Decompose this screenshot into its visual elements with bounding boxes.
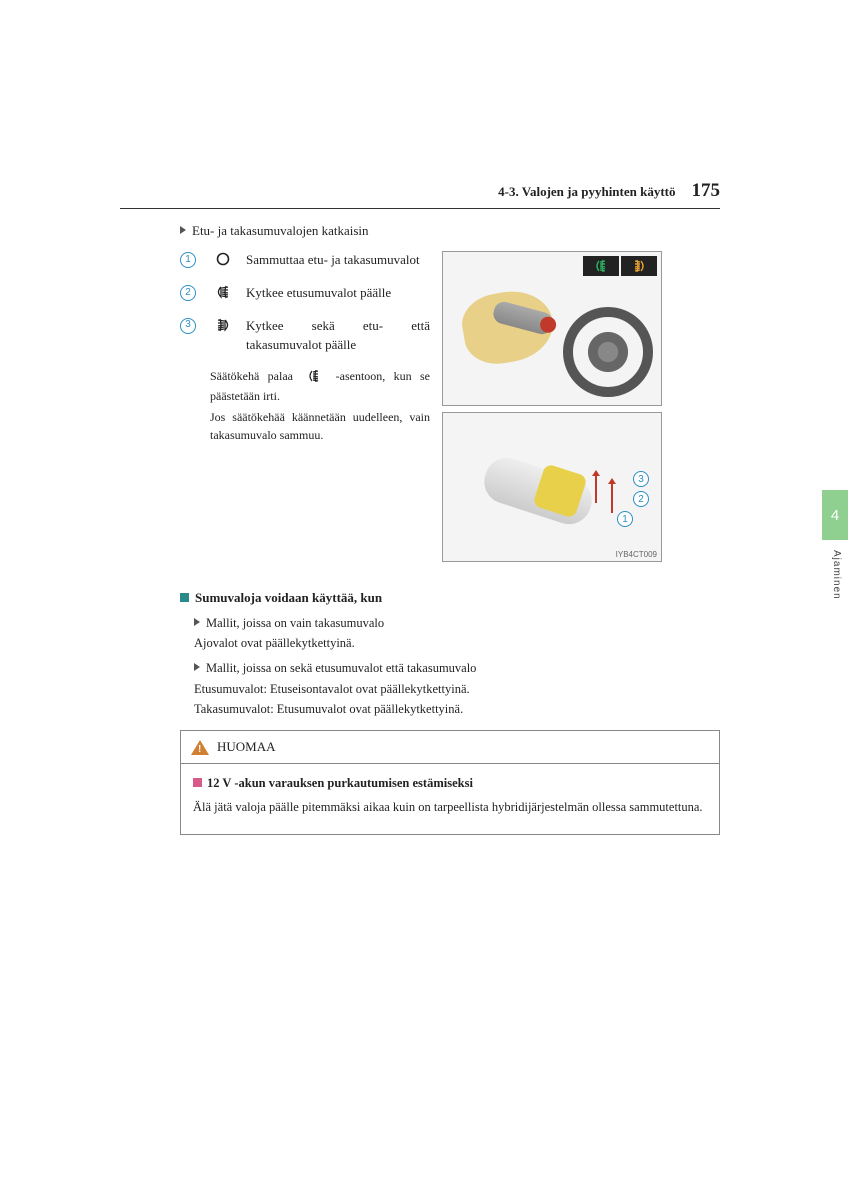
- usage-sub: Mallit, joissa on vain takasumuvalo: [206, 616, 384, 630]
- page-header: 4-3. Valojen ja pyyhinten käyttö 175: [120, 180, 720, 209]
- callout-1: 1: [617, 511, 633, 527]
- illustration-column: 3 2 1 IYB4CT009: [442, 251, 720, 568]
- dashboard-light-front-fog: [583, 256, 619, 276]
- bullet-icon: [180, 226, 186, 234]
- note-block: Säätökehä palaa -asentoon, kun se pääste…: [210, 368, 430, 444]
- rear-fog-icon: [210, 318, 236, 332]
- item-text: Sammuttaa etu- ja takasumuvalot: [246, 251, 430, 270]
- item-number-2: 2: [180, 285, 196, 301]
- description-column: 1 Sammuttaa etu- ja takasumuvalot 2 Kytk…: [180, 251, 430, 448]
- bullet-icon: [193, 778, 202, 787]
- warning-icon: [191, 740, 209, 755]
- note-text: Jos säätökehää käännetään uudelleen, vai…: [210, 409, 430, 444]
- section-label: 4-3. Valojen ja pyyhinten käyttö: [498, 184, 675, 200]
- usage-text: Takasumuvalot: Etusumuvalot ovat päällek…: [194, 700, 720, 719]
- chapter-label: Ajaminen: [831, 550, 842, 600]
- notice-body-text: Älä jätä valoja päälle pitemmäksi aikaa …: [193, 798, 707, 817]
- notice-box: HUOMAA 12 V -akun varauksen purkautumise…: [180, 730, 720, 835]
- bullet-icon: [180, 593, 189, 602]
- usage-sub: Mallit, joissa on sekä etusumuvalot että…: [206, 661, 476, 675]
- page-content: 4-3. Valojen ja pyyhinten käyttö 175 Etu…: [120, 180, 720, 835]
- list-item: 1 Sammuttaa etu- ja takasumuvalot: [180, 251, 430, 270]
- item-text: Kytkee etusumuvalot päälle: [246, 284, 430, 303]
- usage-title: Sumuvaloja voidaan käyttää, kun: [195, 590, 382, 605]
- front-fog-icon: [210, 285, 236, 299]
- subheading-text: Etu- ja takasumuvalojen katkaisin: [192, 223, 369, 238]
- illustration-stalk: 3 2 1 IYB4CT009: [442, 412, 662, 562]
- callout-2: 2: [633, 491, 649, 507]
- list-item: 3 Kytkee sekä etu- että takasumuvalot pä…: [180, 317, 430, 355]
- dashboard-light-rear-fog: [621, 256, 657, 276]
- off-icon: [210, 252, 236, 266]
- page-number: 175: [692, 180, 721, 202]
- item-number-3: 3: [180, 318, 196, 334]
- list-item: 2 Kytkee etusumuvalot päälle: [180, 284, 430, 303]
- illustration-dashboard: [442, 251, 662, 406]
- notice-subtitle: 12 V -akun varauksen purkautumisen estäm…: [207, 776, 473, 790]
- notice-heading: HUOMAA: [217, 737, 276, 757]
- usage-text: Etusumuvalot: Etuseisontavalot ovat pääl…: [194, 680, 720, 699]
- subheading: Etu- ja takasumuvalojen katkaisin: [180, 223, 720, 239]
- item-text: Kytkee sekä etu- että takasumuvalot pääl…: [246, 317, 430, 355]
- chapter-tab: 4: [822, 490, 848, 540]
- usage-section: Sumuvaloja voidaan käyttää, kun Mallit, …: [180, 588, 720, 835]
- note-text: Säätökehä palaa: [210, 369, 293, 383]
- item-number-1: 1: [180, 252, 196, 268]
- image-code: IYB4CT009: [616, 550, 657, 559]
- front-fog-icon: [305, 370, 323, 387]
- usage-text: Ajovalot ovat päällekytkettyinä.: [194, 634, 720, 653]
- bullet-icon: [194, 663, 200, 671]
- bullet-icon: [194, 618, 200, 626]
- callout-3: 3: [633, 471, 649, 487]
